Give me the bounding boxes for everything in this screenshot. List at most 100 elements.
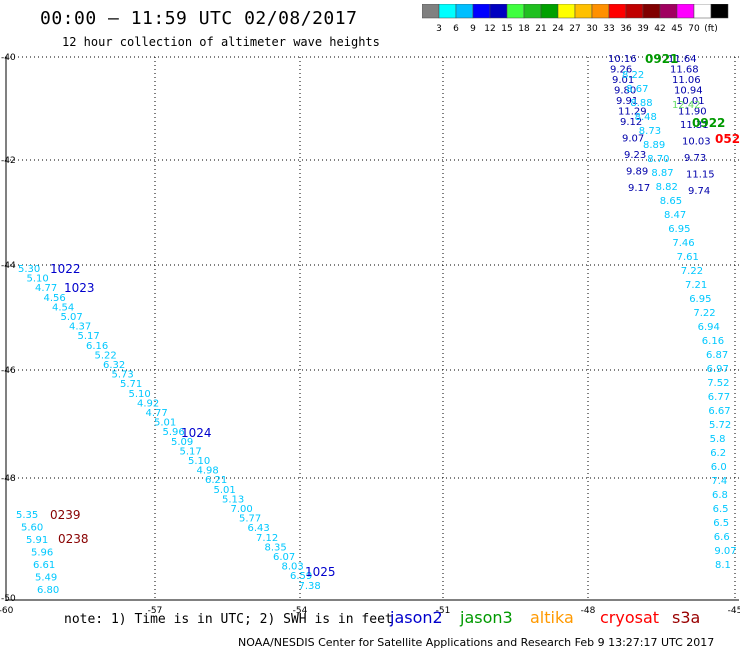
footer-note: note: 1) Time is in UTC; 2) SWH is in fe… [64, 612, 393, 627]
longitude-label: -51 [436, 606, 451, 616]
wave-height-value: 6.16 [86, 341, 108, 352]
wave-height-value: 6.5 [713, 518, 729, 529]
colorbar-label: 21 [535, 24, 546, 34]
colorbar-label: 15 [501, 24, 512, 34]
latitude-label: -50 [1, 594, 16, 604]
wave-height-value: 9.26 [610, 65, 632, 76]
wave-height-value: 8.67 [626, 84, 648, 95]
wave-height-value: 10.03 [682, 137, 711, 148]
wave-height-value: 5.77 [239, 514, 261, 525]
colorbar-swatch [710, 4, 729, 19]
wave-height-value: 6.97 [707, 364, 729, 375]
latitude-label: -48 [1, 474, 16, 484]
wave-height-value: 6.5 [713, 504, 729, 515]
wave-height-value: 8.82 [656, 182, 678, 193]
wave-height-value: 7.38 [299, 581, 321, 592]
satellite-cryosat: cryosat [600, 608, 660, 627]
color-scale-legend: 3 6 9 12 15 18 21 24 27 30 33 36 39 42 45 70 (ft) [422, 4, 729, 34]
wave-height-value: 6.8 [712, 490, 728, 501]
wave-height-value: 5.01 [154, 418, 176, 429]
wave-height-value: 9.12 [620, 117, 642, 128]
wave-height-value: 8.47 [664, 210, 686, 221]
wave-height-value: 9.01 [612, 75, 634, 86]
wave-height-value: 5.71 [120, 379, 142, 390]
wave-height-value: 7.61 [677, 252, 699, 263]
colorbar-label: 9 [470, 24, 476, 34]
wave-height-value: 6.61 [33, 560, 55, 571]
wave-height-value: 6.95 [668, 224, 690, 235]
wave-height-value: 6.59 [290, 571, 312, 582]
wave-height-value: 5.30 [18, 264, 40, 275]
satellite-jason3: jason3 [460, 608, 513, 627]
wave-height-value: 6.80 [37, 585, 59, 596]
wave-height-value: 8.22 [622, 70, 644, 81]
colorbar-label: 3 [436, 24, 442, 34]
wave-height-value: 4.92 [137, 398, 159, 409]
wave-height-value: 9.07 [622, 134, 644, 145]
wave-height-value: 7.46 [672, 238, 694, 249]
colorbar-label: 18 [518, 24, 530, 34]
wave-height-value: 9.17 [628, 183, 650, 194]
colorbar-label: 33 [603, 24, 614, 34]
wave-height-value: 5.17 [78, 331, 100, 342]
wave-height-value: 9.80 [614, 86, 636, 97]
wave-height-value: 5.49 [35, 573, 57, 584]
track-time-label: 1025 [305, 565, 336, 579]
wave-height-value: 4.56 [44, 293, 66, 304]
satellite-altika: altika [530, 608, 574, 627]
wave-height-value: 9.74 [688, 186, 710, 197]
wave-height-value: 4.54 [52, 302, 74, 313]
colorbar-label: 45 [671, 24, 682, 34]
wave-height-value: 5.96 [31, 548, 53, 559]
longitude-label: -48 [581, 606, 596, 616]
colorbar-label: 39 [637, 24, 649, 34]
wave-height-value: 7.21 [685, 280, 707, 291]
wave-height-value: 7.12 [256, 533, 278, 544]
satellite-s3a: s3a [672, 608, 701, 627]
wave-height-value: 7.22 [681, 266, 703, 277]
wave-height-value: 10.16 [608, 54, 637, 65]
wave-height-value: 8.1 [715, 560, 731, 571]
colorbar-label: 70 [688, 24, 700, 34]
wave-height-value: 5.10 [188, 456, 210, 467]
wave-height-value: 12.42 [672, 100, 701, 111]
track-time-label: 0238 [58, 532, 89, 546]
longitude-label: -54 [293, 606, 308, 616]
wave-height-value: 9.23 [624, 150, 646, 161]
longitude-label: -60 [0, 606, 14, 616]
wave-height-value: 9.07 [714, 546, 736, 557]
latitude-label: -42 [1, 156, 16, 166]
wave-height-value: 9.89 [626, 167, 648, 178]
track-time-label: 0921 [645, 52, 678, 66]
track-time-label: 0922 [692, 116, 725, 130]
wave-height-value: 6.77 [708, 392, 730, 403]
wave-height-value: 11.15 [686, 170, 715, 181]
wave-height-value: 5.91 [26, 535, 48, 546]
track-time-label: 1022 [50, 262, 81, 276]
satellite-jason2: jason2 [390, 608, 443, 627]
wave-height-value: 10.01 [676, 96, 705, 107]
wave-height-value: 5.8 [710, 434, 726, 445]
wave-height-value: 5.13 [222, 494, 244, 505]
wave-height-value: 5.01 [214, 485, 236, 496]
track-time-label: 052 [715, 132, 740, 146]
wave-height-value: 5.35 [16, 510, 38, 521]
wave-height-value: 5.17 [180, 446, 202, 457]
track-time-label: 1023 [64, 281, 95, 295]
wave-height-value: 5.22 [95, 350, 117, 361]
wave-height-value: 6.43 [248, 523, 270, 534]
colorbar-label: 30 [586, 24, 598, 34]
wave-height-value: 8.89 [643, 140, 665, 151]
wave-height-value: 8.87 [651, 168, 673, 179]
wave-height-value: 4.98 [197, 466, 219, 477]
wave-height-value: 6.07 [273, 552, 295, 563]
colorbar-label: 36 [620, 24, 632, 34]
longitude-label: -45 [728, 606, 740, 616]
page-title: 00:00 — 11:59 UTC 02/08/2017 [40, 8, 358, 29]
credit-line: NOAA/NESDIS Center for Satellite Applica… [238, 636, 715, 649]
wave-height-value: 4.77 [35, 283, 57, 294]
wave-height-value: 11.64 [668, 54, 697, 65]
wave-height-value: 6.0 [711, 462, 727, 473]
wave-height-value: 8.70 [647, 154, 669, 165]
page-subtitle: 12 hour collection of altimeter wave hei… [62, 35, 380, 49]
